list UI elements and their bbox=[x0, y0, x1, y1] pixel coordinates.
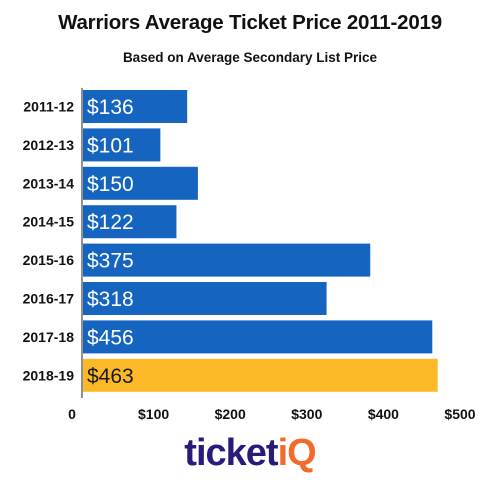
bar-value-label: $375 bbox=[87, 250, 134, 273]
bar-value-label: $150 bbox=[87, 173, 134, 196]
category-label: 2012-13 bbox=[23, 137, 75, 153]
bar-value-label: $463 bbox=[87, 365, 134, 388]
category-label: 2018-19 bbox=[23, 367, 75, 383]
x-tick-label: $200 bbox=[215, 406, 246, 422]
category-label: 2015-16 bbox=[23, 252, 75, 268]
category-label: 2014-15 bbox=[23, 214, 75, 230]
category-label: 2016-17 bbox=[23, 291, 75, 307]
x-tick-label: $100 bbox=[138, 406, 169, 422]
bar-2012-13 bbox=[83, 128, 161, 162]
bar-chart: $136 2011-12 $101 2012-13 $150 2013-14 $122 201… bbox=[23, 88, 476, 422]
bar-value-label: $136 bbox=[87, 96, 134, 119]
bar-2016-17 bbox=[83, 282, 327, 315]
x-tick-label: 0 bbox=[68, 406, 76, 422]
bar-2014-15 bbox=[83, 205, 177, 239]
chart-subtitle: Based on Average Secondary List Price bbox=[122, 50, 378, 65]
category-label: 2017-18 bbox=[23, 329, 75, 345]
category-label: 2013-14 bbox=[23, 175, 75, 191]
ticketiq-logo: ticketiQ bbox=[0, 432, 500, 475]
bar-2015-16 bbox=[83, 243, 371, 277]
bar-2017-18 bbox=[83, 320, 433, 354]
x-tick-label: $500 bbox=[444, 406, 475, 422]
bar-2018-19 bbox=[83, 358, 438, 392]
bar-value-label: $318 bbox=[87, 288, 134, 311]
logo-text-main: ticket bbox=[184, 432, 278, 474]
bar-2013-14 bbox=[83, 166, 198, 200]
chart-title: Warriors Average Ticket Price 2011-2019 bbox=[58, 11, 442, 34]
bar-value-label: $101 bbox=[87, 134, 134, 157]
category-label: 2011-12 bbox=[23, 99, 74, 115]
logo-text-accent: iQ bbox=[277, 432, 317, 474]
x-tick-label: $400 bbox=[368, 406, 399, 422]
bar-value-label: $456 bbox=[87, 326, 134, 349]
bar-2011-12 bbox=[83, 90, 188, 123]
x-tick-label: $300 bbox=[291, 406, 322, 422]
bar-value-label: $122 bbox=[87, 211, 134, 234]
